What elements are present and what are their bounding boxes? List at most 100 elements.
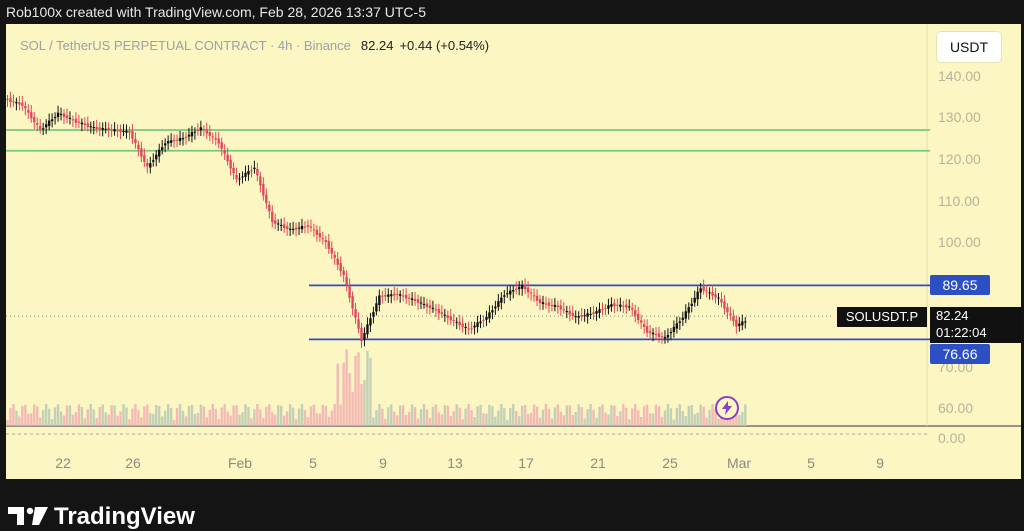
volume-bar xyxy=(651,413,655,426)
candle-body xyxy=(160,147,164,151)
chart-pane[interactable]: SOL / TetherUS PERPETUAL CONTRACT · 4h ·… xyxy=(6,24,1021,479)
volume-bar xyxy=(324,406,328,426)
volume-bar xyxy=(172,419,176,426)
volume-bar xyxy=(68,405,72,426)
volume-bar xyxy=(294,419,298,426)
volume-bar xyxy=(152,413,155,426)
candle-body xyxy=(401,295,405,297)
x-tick-feb: Feb xyxy=(227,455,253,471)
volume-bar xyxy=(607,414,610,426)
candle-body xyxy=(461,323,464,327)
volume-bar xyxy=(500,404,503,426)
price-change: +0.44 (+0.54%) xyxy=(399,38,490,53)
volume-bar xyxy=(619,411,622,426)
lightning-alert-icon[interactable] xyxy=(715,396,739,420)
candle-body xyxy=(559,305,563,310)
volume-bar xyxy=(544,404,548,426)
candle-body xyxy=(140,148,143,157)
candle-body xyxy=(187,134,191,137)
volume-bar xyxy=(160,416,164,426)
volume-bar xyxy=(110,405,113,426)
volume-bar xyxy=(223,404,226,426)
volume-bar xyxy=(354,355,357,426)
volume-bar xyxy=(648,413,652,426)
volume-bar xyxy=(696,412,699,426)
volume-bar xyxy=(351,391,354,426)
candle-body xyxy=(36,123,39,125)
volume-bar xyxy=(690,405,693,426)
volume-bar xyxy=(663,410,667,426)
volume-bar xyxy=(452,411,455,426)
candle-body xyxy=(431,307,435,309)
candle-body xyxy=(107,127,110,131)
candle-body xyxy=(741,321,744,326)
volume-bar xyxy=(366,351,369,426)
volume-bar xyxy=(628,419,631,426)
volume-bar xyxy=(699,404,702,426)
candle-body xyxy=(92,126,95,129)
volume-bar xyxy=(526,414,530,426)
volume-bar xyxy=(247,407,250,426)
candle-body xyxy=(416,299,420,303)
candle-body xyxy=(625,304,628,308)
volume-bar xyxy=(95,418,98,426)
volume-bar xyxy=(89,404,92,426)
volume-bar xyxy=(83,418,87,426)
candle-body xyxy=(410,298,414,300)
volume-bar xyxy=(636,410,640,426)
volume-bar xyxy=(446,405,449,426)
volume-bar xyxy=(458,407,461,426)
candle-body xyxy=(181,138,185,140)
volume-bar xyxy=(464,408,467,426)
candle-body xyxy=(574,316,577,318)
candle-body xyxy=(6,98,9,100)
candle-body xyxy=(166,141,170,144)
candle-body xyxy=(744,321,747,323)
price-plot[interactable] xyxy=(6,24,1021,479)
volume-bar xyxy=(550,418,554,426)
candle-body xyxy=(113,129,116,132)
candle-body xyxy=(333,254,336,258)
candle-body xyxy=(610,304,613,307)
volume-bar xyxy=(523,404,527,426)
candle-body xyxy=(354,309,357,318)
volume-bar xyxy=(586,409,589,426)
volume-bar xyxy=(381,408,384,426)
currency-button[interactable]: USDT xyxy=(937,32,1001,62)
volume-bar xyxy=(390,404,393,426)
volume-bar xyxy=(601,404,604,426)
candle-body xyxy=(259,176,262,186)
candle-body xyxy=(396,294,399,296)
volume-bar xyxy=(431,406,435,426)
volume-bar xyxy=(65,405,69,426)
volume-bar xyxy=(681,411,685,426)
candle-body xyxy=(458,321,461,326)
y-tick-100: 100.00 xyxy=(938,234,981,250)
candle-body xyxy=(342,270,345,276)
candle-body xyxy=(720,299,723,303)
volume-bar xyxy=(146,404,149,426)
volume-bar xyxy=(470,410,473,426)
candle-body xyxy=(282,224,286,229)
volume-bar xyxy=(455,404,458,426)
candle-body xyxy=(104,128,107,130)
candle-body xyxy=(318,233,322,238)
volume-bar xyxy=(98,406,101,426)
candle-body xyxy=(372,312,375,317)
volume-bar xyxy=(333,404,336,426)
volume-bar xyxy=(309,406,313,426)
volume-bar xyxy=(175,408,179,426)
volume-bar xyxy=(666,404,670,426)
candle-body xyxy=(223,150,226,154)
volume-bar xyxy=(660,416,664,426)
candle-body xyxy=(24,106,27,109)
volume-bar xyxy=(18,416,21,426)
candle-body xyxy=(196,129,200,131)
x-tick-13: 13 xyxy=(447,455,463,471)
volume-bar xyxy=(503,408,506,426)
volume-bar xyxy=(163,410,167,426)
candle-body xyxy=(184,136,188,138)
candle-body xyxy=(199,127,203,131)
volume-bar xyxy=(645,404,649,426)
volume-bar xyxy=(9,408,12,426)
